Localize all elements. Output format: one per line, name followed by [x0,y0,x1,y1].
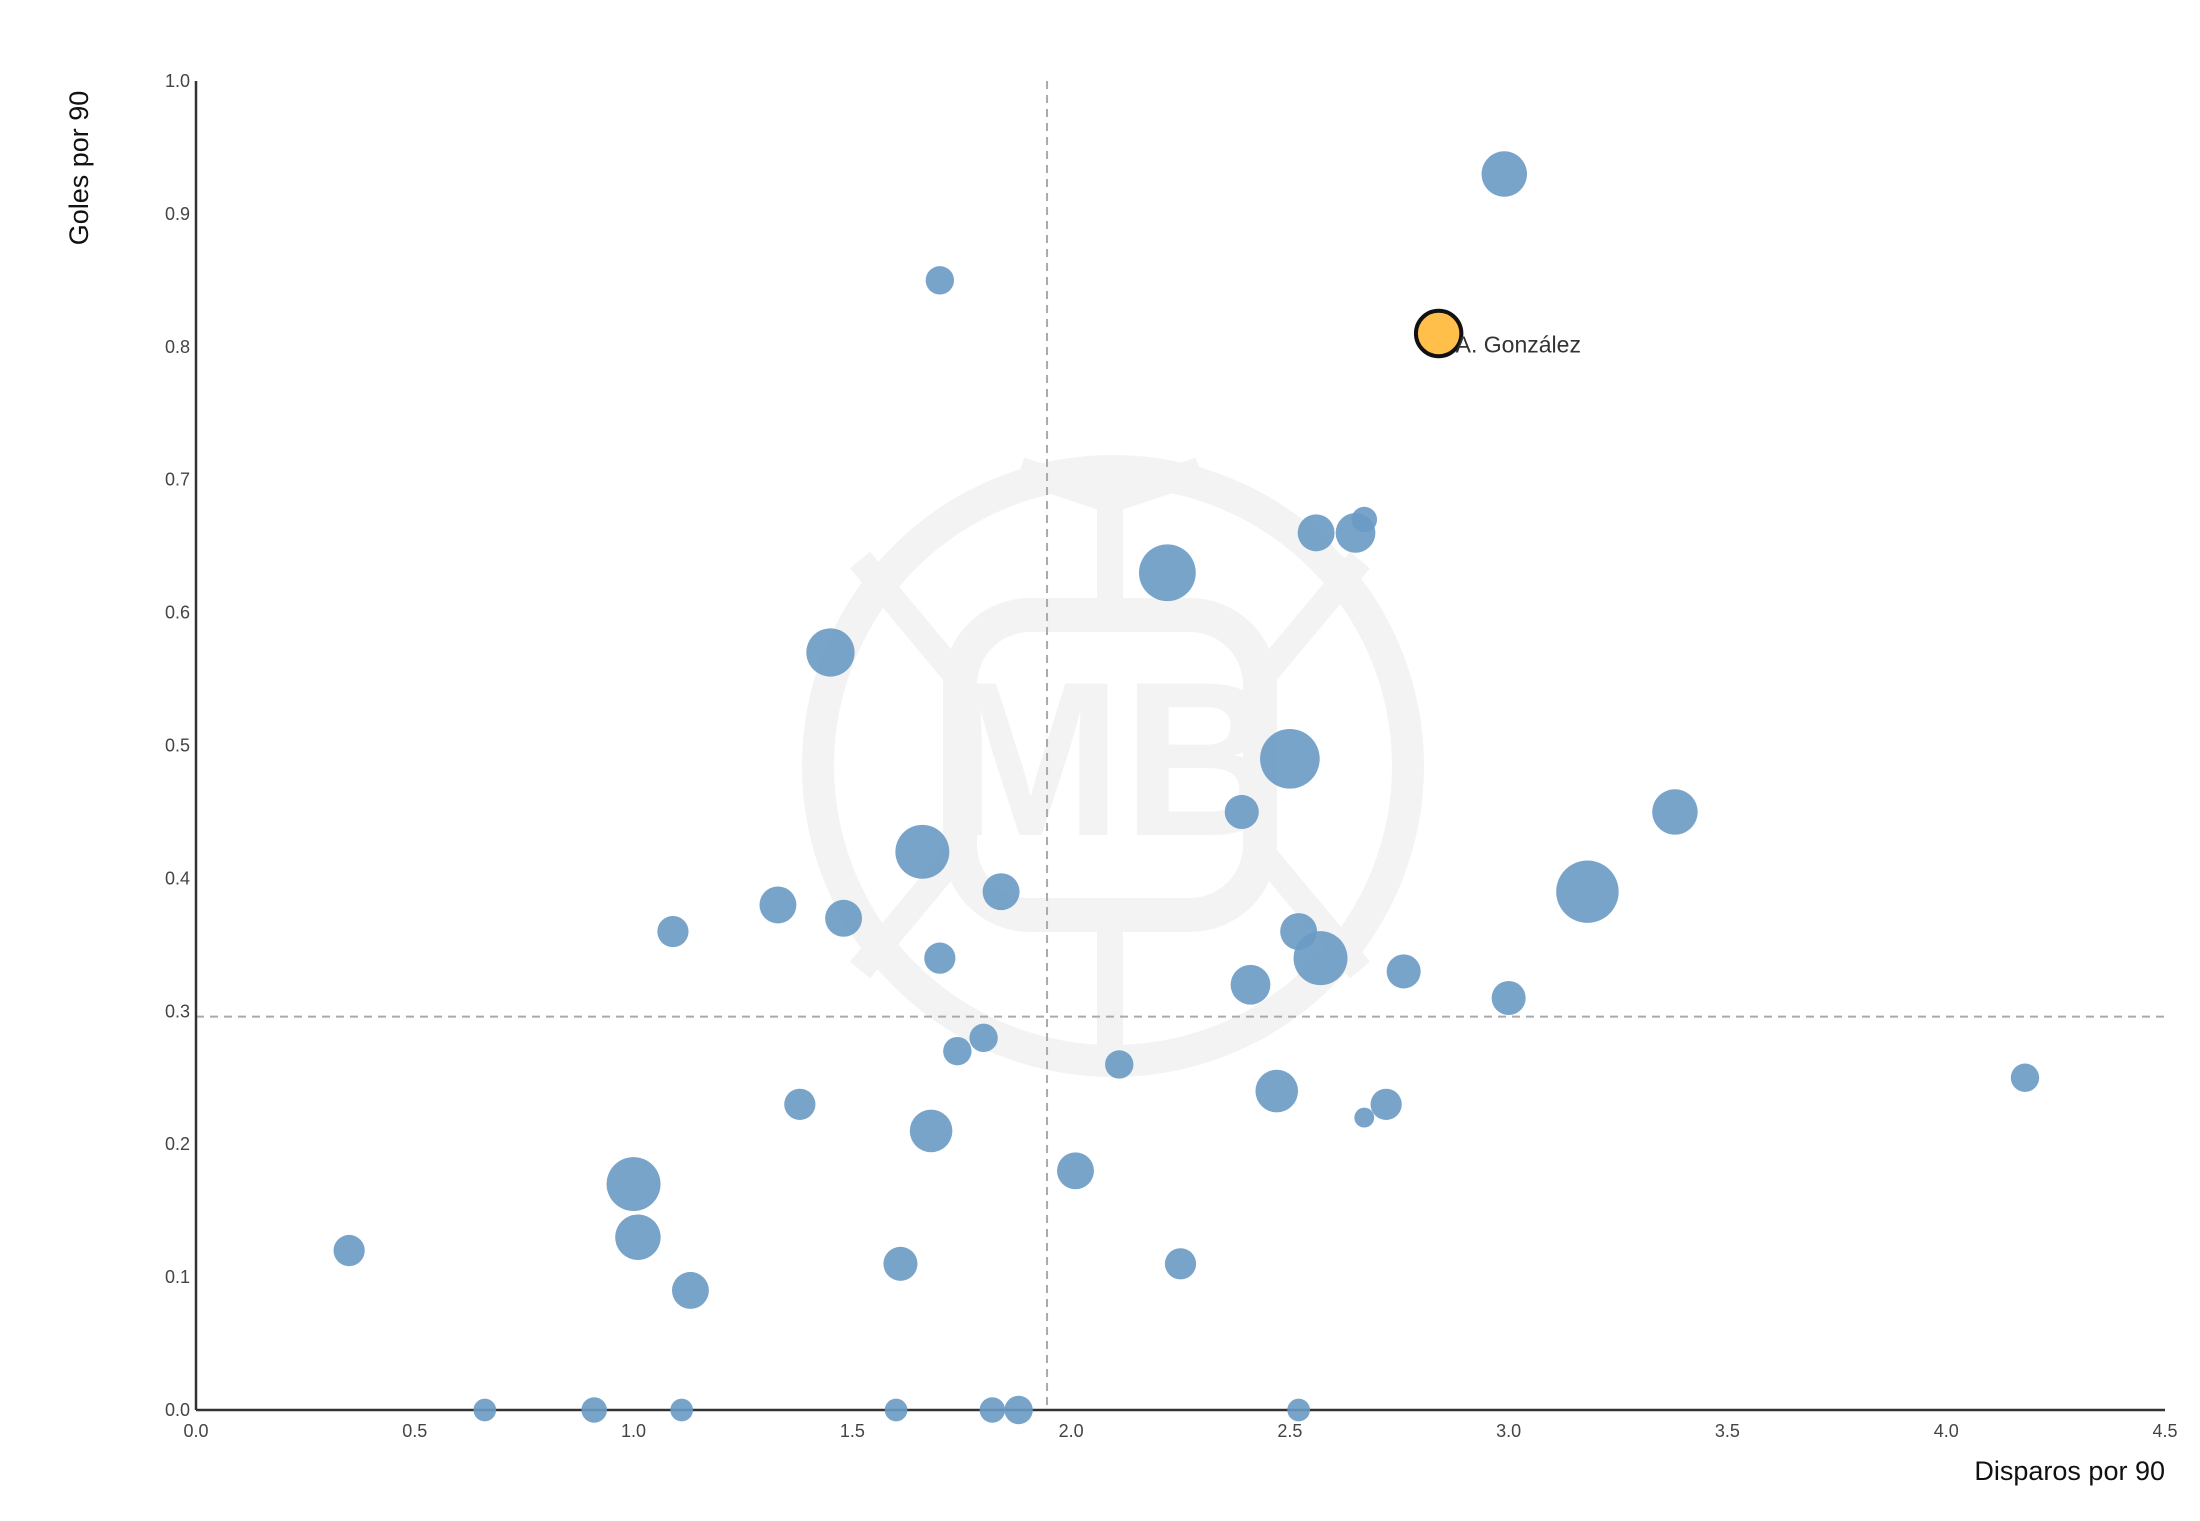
points-layer: A. González [333,151,2040,1425]
data-point [1293,931,1348,986]
data-point [671,1271,709,1309]
data-point [1354,1107,1375,1128]
x-tick-label: 3.0 [1496,1421,1521,1441]
data-point [909,1109,953,1153]
y-tick-label: 0.3 [165,1001,190,1021]
watermark-text: MB [939,636,1281,882]
data-point [806,628,855,677]
highlighted-point-label: A. González [1456,332,1581,358]
data-point [825,899,863,937]
data-point [1138,544,1196,602]
x-tick-label: 1.0 [621,1421,646,1441]
data-point [883,1246,918,1281]
data-point [1491,980,1526,1016]
y-tick-label: 0.2 [165,1134,190,1154]
y-tick-label: 0.4 [165,868,190,888]
y-tick-label: 0.0 [165,1400,190,1420]
data-point [1287,1398,1310,1422]
data-point [924,942,956,974]
y-tick-label: 0.5 [165,736,190,756]
data-point [979,1397,1006,1423]
y-tick-label: 0.7 [165,470,190,490]
data-point [1556,860,1619,923]
data-point [1481,151,1528,197]
data-point [1255,1069,1299,1113]
data-point [1230,964,1271,1005]
data-point [581,1397,607,1423]
data-point [895,824,950,879]
data-point [969,1023,998,1053]
data-point [884,1398,908,1422]
data-point [925,266,955,295]
y-tick-label: 0.6 [165,603,190,623]
y-tick-label: 0.9 [165,204,190,224]
x-tick-label: 2.0 [1059,1421,1084,1441]
data-point [1652,789,1698,835]
x-tick-label: 1.5 [840,1421,865,1441]
data-point [1370,1088,1402,1120]
data-point [473,1398,497,1422]
data-point [2010,1063,2040,1092]
y-axis-title: Goles por 90 [64,91,94,246]
y-tick-label: 0.8 [165,337,190,357]
data-point [1351,506,1378,533]
data-point [1386,954,1421,989]
data-point [1260,728,1320,789]
data-point [1297,514,1335,552]
data-point [615,1214,661,1260]
data-point [1224,794,1259,829]
x-tick-label: 0.5 [402,1421,427,1441]
data-point [1057,1152,1094,1190]
data-point [759,886,797,924]
axes: 0.0 0.5 1.0 1.5 2.0 2.5 3.0 3.5 4.0 4.5 0.0 0.1 0.2 0… [165,71,2178,1441]
data-point [1164,1248,1197,1280]
x-tick-label: 3.5 [1715,1421,1740,1441]
data-point [943,1036,972,1066]
data-point [1105,1050,1134,1079]
x-tick-label: 4.5 [2152,1421,2177,1441]
y-tick-label: 1.0 [165,71,190,91]
highlighted-point [1413,308,1464,359]
x-tick-label: 0.0 [183,1421,208,1441]
x-axis-title: Disparos por 90 [1974,1456,2165,1486]
data-point [606,1157,661,1212]
y-tick-label: 0.1 [165,1267,190,1287]
x-tick-label: 4.0 [1934,1421,1959,1441]
data-point [333,1234,365,1267]
data-point [982,873,1020,911]
x-tick-label: 2.5 [1277,1421,1302,1441]
data-point [784,1088,816,1120]
data-point [670,1398,694,1422]
data-point [1004,1395,1033,1425]
data-point [657,915,689,948]
